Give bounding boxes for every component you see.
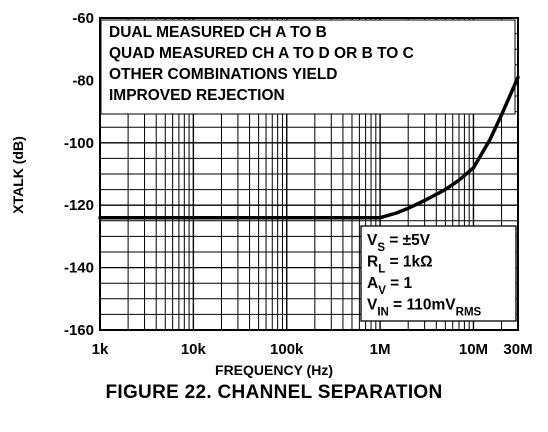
annotation-background [101,20,515,114]
x-tick-label: 10k [181,341,207,358]
series-layer [98,75,520,220]
plot-border [99,17,519,331]
y-tick-label: -80 [72,72,94,89]
y-tick-label: -160 [64,322,94,339]
annotation-border [100,19,516,115]
x-tick-label: 100k [270,341,304,358]
x-tick-label: 1k [92,341,109,358]
y-axis-label: XTALK (dB) [10,136,26,214]
series-line [98,75,520,220]
conditions-border [360,225,517,322]
condition-line: VS = ±5V [367,232,431,254]
annotation-box: DUAL MEASURED CH A TO B QUAD MEASURED CH… [100,19,516,115]
figure-caption: FIGURE 22. CHANNEL SEPARATION [105,382,443,403]
x-axis-label: FREQUENCY (Hz) [215,362,333,378]
y-tick-label: -60 [72,10,94,27]
condition-line: VIN = 110mVRMS [367,297,482,319]
conditions-background [361,226,516,321]
condition-line: RL = 1kΩ [367,254,433,276]
condition-line: AV = 1 [367,275,413,297]
annotation-line-2: QUAD MEASURED CH A TO D OR B TO C [109,45,414,62]
plot-frame [99,17,519,331]
x-tick-label: 30M [503,341,532,358]
annotation-line-1: DUAL MEASURED CH A TO B [109,24,327,41]
annotation-line-4: IMPROVED REJECTION [109,87,285,104]
y-tick-label: -140 [64,260,94,277]
y-tick-label: -100 [64,135,94,152]
y-tick-label: -120 [64,197,94,214]
x-tick-label: 1M [370,341,391,358]
tick-labels: 1k 10k 100k 1M 10M 30M -60 -80 -100 -120 -140 -160 [64,10,533,358]
x-tick-label: 10M [459,341,488,358]
channel-separation-chart: DUAL MEASURED CH A TO B QUAD MEASURED CH… [10,10,533,358]
annotation-line-3: OTHER COMBINATIONS YIELD [109,66,338,83]
